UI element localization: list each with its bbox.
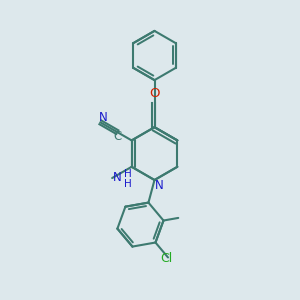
- Text: C: C: [113, 130, 122, 143]
- Text: N: N: [154, 179, 164, 192]
- Text: Cl: Cl: [160, 252, 172, 265]
- Text: N: N: [113, 171, 122, 184]
- Text: O: O: [149, 87, 160, 100]
- Text: N: N: [99, 111, 108, 124]
- Text: H: H: [124, 169, 132, 179]
- Text: H: H: [124, 179, 132, 189]
